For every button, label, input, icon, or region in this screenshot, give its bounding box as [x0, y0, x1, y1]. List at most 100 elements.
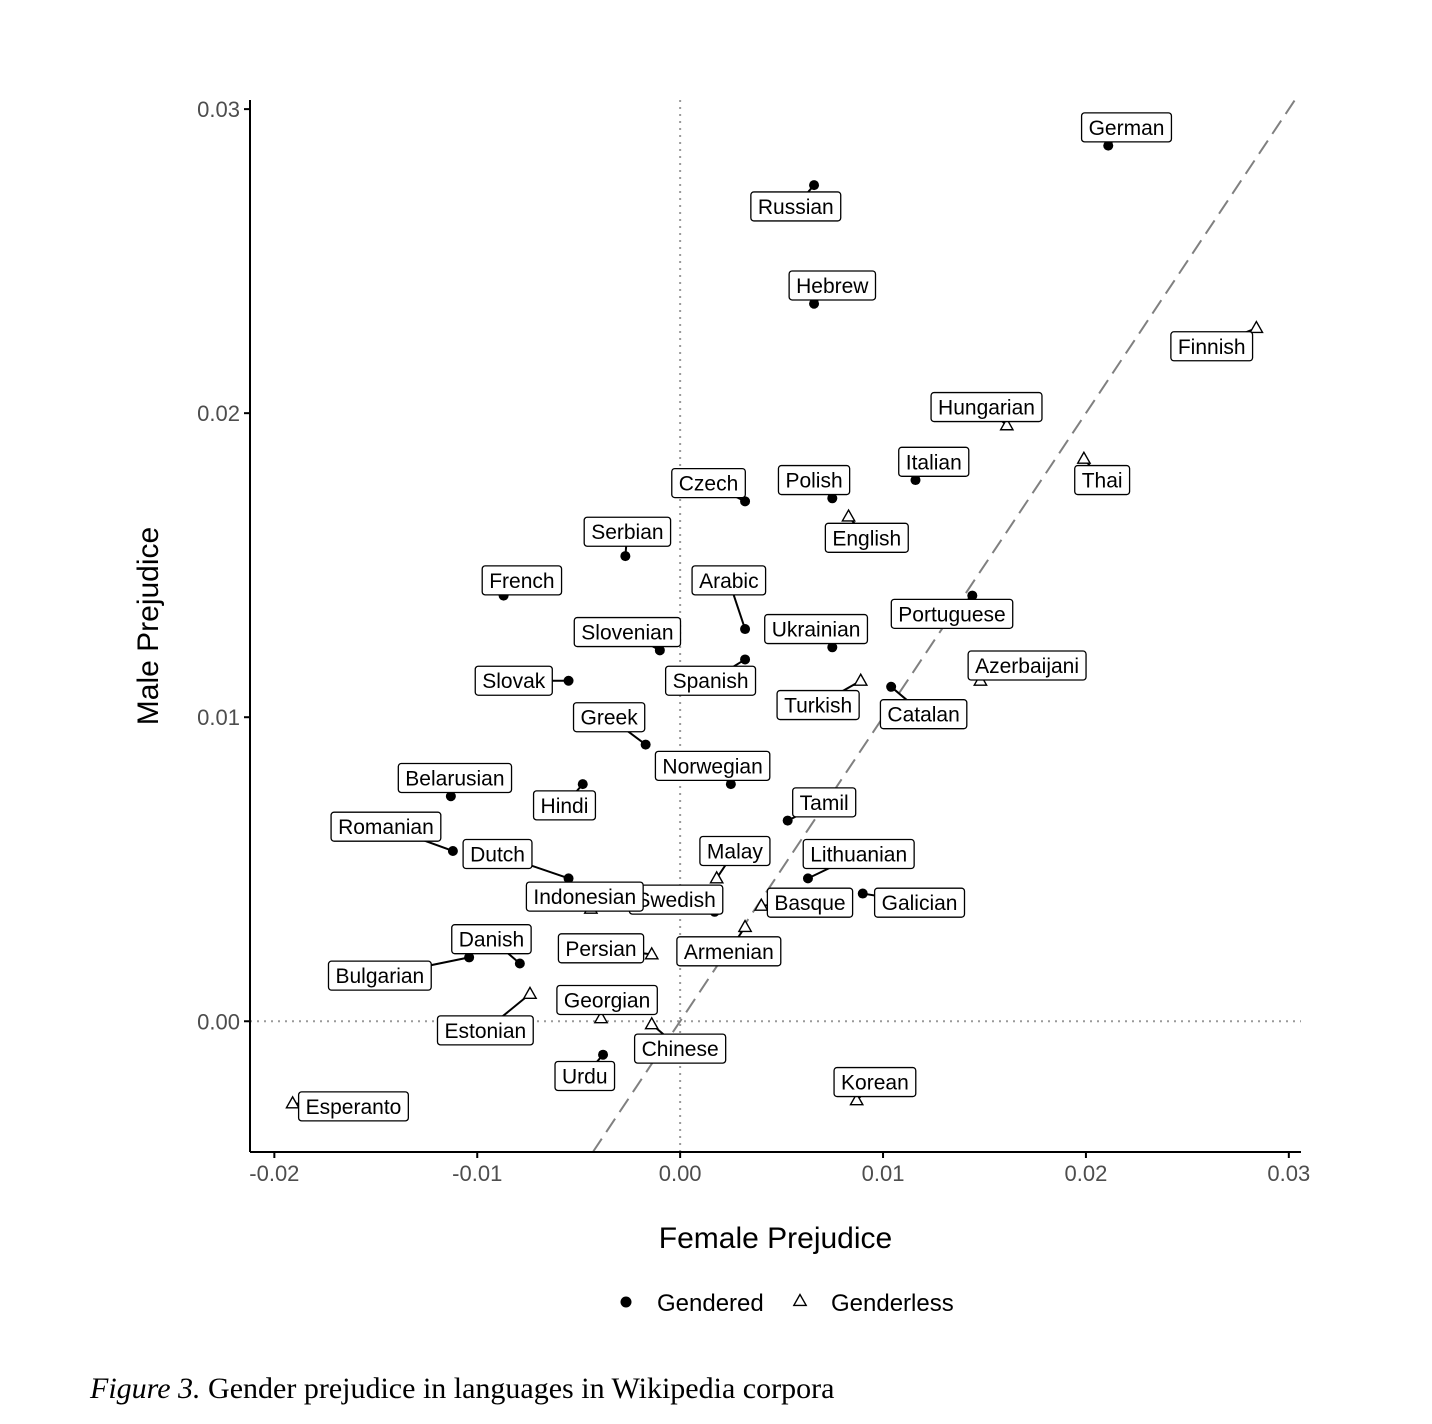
label-box: [930, 391, 1043, 423]
point-hebrew: [809, 298, 820, 309]
label-italian: Italian: [898, 446, 970, 477]
point-czech: [740, 496, 751, 507]
point-norwegian: [725, 779, 736, 790]
label-text: Danish: [459, 929, 524, 952]
label-box: [573, 616, 682, 648]
label-turkish: Turkish: [776, 689, 860, 721]
legend-gendered-marker: [620, 1296, 632, 1308]
point-hungarian: [999, 417, 1015, 431]
label-box: [676, 936, 782, 967]
point-bulgarian: [464, 952, 475, 963]
x-axis-ticks: -0.02 -0.01 0.00 0.01 0.02 0.03: [249, 1152, 1310, 1186]
point-labels: German Russian Hebrew Italian Polish Czech Ser…: [297, 112, 1254, 1122]
label-box: [766, 887, 854, 918]
label-french: French: [481, 565, 563, 596]
label-estonian: Estonian: [436, 1015, 534, 1046]
label-text: Lithuanian: [810, 844, 907, 867]
point-chinese: [644, 1016, 660, 1030]
label-text: French: [489, 570, 554, 593]
label-box: [654, 750, 771, 782]
label-box: [664, 665, 757, 696]
y-tick-label: 0.03: [197, 97, 240, 122]
label-box: [890, 598, 1014, 629]
label-box: [474, 665, 553, 696]
label-czech: Czech: [671, 467, 746, 499]
point-armenian: [737, 919, 753, 933]
label-text: Slovak: [482, 670, 546, 693]
point-hindi: [577, 779, 588, 790]
label-text: Chinese: [642, 1038, 719, 1061]
label-box: [397, 762, 513, 794]
label-text: Catalan: [887, 704, 959, 727]
label-text: Urdu: [562, 1065, 608, 1088]
label-box: [750, 191, 842, 222]
label-belarusian: Belarusian: [397, 762, 513, 794]
point-danish: [514, 958, 525, 969]
point-serbian: [620, 551, 631, 562]
point-portuguese: [967, 590, 978, 601]
point-esperanto: [285, 1095, 300, 1109]
point-greek: [640, 739, 651, 750]
label-german: German: [1080, 112, 1173, 143]
label-box: [481, 565, 563, 596]
label-greek: Greek: [572, 702, 646, 733]
label-box: [1080, 112, 1173, 143]
label-box: [898, 446, 970, 477]
point-thai: [1076, 450, 1092, 464]
x-tick-label: -0.01: [452, 1161, 502, 1186]
label-text: Belarusian: [405, 768, 504, 791]
point-english: [841, 508, 856, 522]
y-axis-ticks: 0.00 0.01 0.02 0.03: [197, 97, 250, 1034]
label-polish: Polish: [777, 464, 851, 496]
label-serbian: Serbian: [583, 516, 672, 547]
label-hebrew: Hebrew: [788, 270, 877, 301]
point-slovak: [563, 675, 574, 686]
label-urdu: Urdu: [554, 1060, 616, 1092]
label-finnish: Finnish: [1170, 331, 1254, 362]
label-box: [833, 1066, 917, 1098]
point-belarusian: [445, 791, 456, 802]
label-text: Hebrew: [796, 275, 869, 298]
label-spanish: Spanish: [664, 665, 757, 696]
label-slovenian: Slovenian: [573, 616, 682, 648]
label-armenian: Armenian: [676, 936, 782, 967]
label-portuguese: Portuguese: [890, 598, 1014, 629]
label-text: Armenian: [684, 941, 774, 964]
label-text: Estonian: [444, 1020, 526, 1043]
legend-genderless-label: Genderless: [831, 1290, 954, 1317]
label-malay: Malay: [699, 835, 771, 867]
label-box: [776, 689, 860, 721]
label-box: [824, 522, 909, 553]
legend: Gendered Genderless: [620, 1290, 954, 1317]
point-finnish: [1248, 320, 1264, 334]
label-dutch: Dutch: [462, 838, 533, 870]
label-danish: Danish: [451, 924, 532, 955]
label-text: Tamil: [800, 792, 849, 815]
label-indonesian: Indonesian: [525, 881, 644, 912]
label-persian: Persian: [557, 933, 645, 964]
label-text: German: [1089, 117, 1165, 140]
point-basque: [753, 897, 769, 911]
label-box: [556, 984, 658, 1016]
y-tick-label: 0.02: [197, 401, 240, 426]
x-tick-label: 0.00: [659, 1161, 702, 1186]
label-box: [297, 1091, 409, 1122]
point-korean: [849, 1092, 865, 1106]
point-turkish: [853, 672, 869, 686]
label-box: [967, 650, 1087, 681]
label-arabic: Arabic: [691, 565, 767, 596]
label-text: Greek: [581, 707, 639, 730]
label-slovak: Slovak: [474, 665, 553, 696]
point-estonian: [522, 985, 538, 1000]
label-box: [671, 467, 746, 499]
label-georgian: Georgian: [556, 984, 658, 1016]
label-text: Persian: [565, 938, 636, 961]
label-thai: Thai: [1074, 464, 1131, 496]
label-text: Romanian: [338, 816, 434, 839]
label-box: [554, 1060, 616, 1092]
point-galician: [857, 888, 868, 899]
label-box: [792, 787, 857, 818]
label-text: Norwegian: [662, 755, 762, 778]
label-norwegian: Norwegian: [654, 750, 771, 782]
label-text: Polish: [785, 470, 842, 493]
